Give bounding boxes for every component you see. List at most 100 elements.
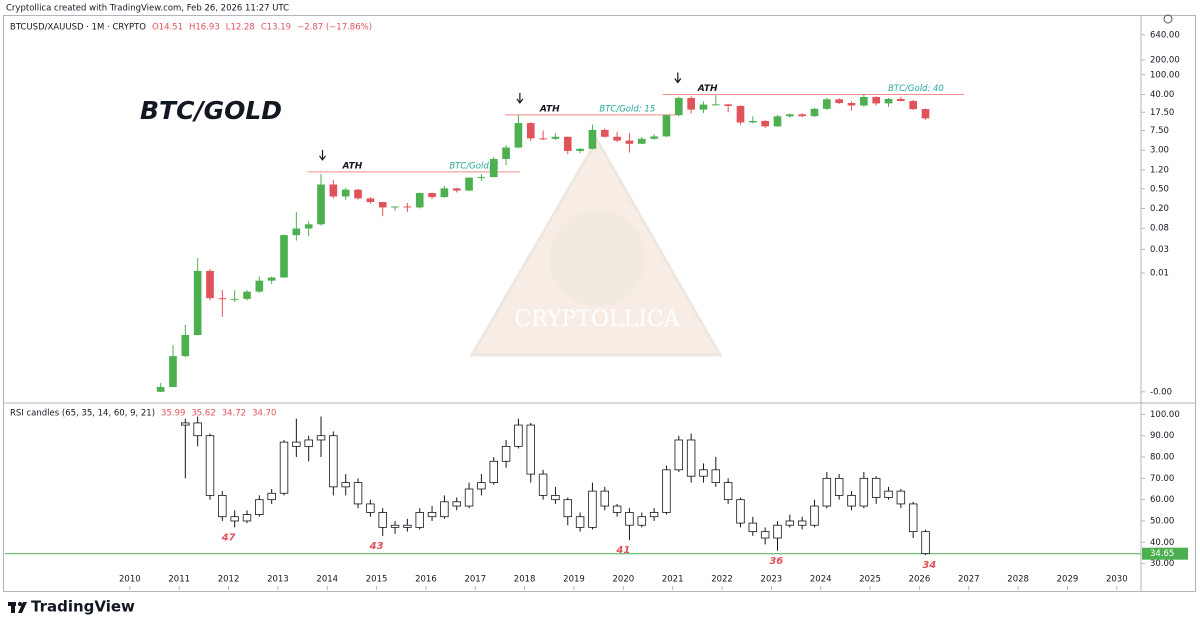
y-tick-label: -0.00 xyxy=(1150,387,1172,397)
candle-body xyxy=(834,477,844,496)
candle-body xyxy=(526,424,535,475)
x-tick-label: 2019 xyxy=(563,575,585,585)
candle-body xyxy=(613,136,621,141)
candle-body xyxy=(267,492,276,501)
candle-body xyxy=(267,277,276,281)
candle-body xyxy=(637,138,646,144)
candle-body xyxy=(280,235,288,278)
x-tick-label: 2025 xyxy=(859,575,881,585)
candle-body xyxy=(773,524,782,539)
candle-body xyxy=(366,198,375,203)
candle-body xyxy=(798,114,806,117)
x-tick-label: 2017 xyxy=(464,575,486,585)
candle-body xyxy=(477,482,486,490)
candle-body xyxy=(551,494,560,501)
ath-label: ATH xyxy=(342,161,363,171)
candle-body xyxy=(514,123,523,148)
candle-body xyxy=(612,505,622,513)
candle-body xyxy=(427,512,437,518)
x-tick-label: 2026 xyxy=(909,575,931,585)
candle-body xyxy=(625,512,634,526)
settings-icon[interactable] xyxy=(1163,14,1173,24)
candle-body xyxy=(736,499,745,524)
x-tick-label: 2022 xyxy=(711,575,733,585)
y-tick-label: 0.20 xyxy=(1150,204,1169,214)
legend-value: C13.19 xyxy=(261,23,291,33)
candle-body xyxy=(921,109,930,119)
x-tick-label: 2028 xyxy=(1007,575,1029,585)
candle-body xyxy=(649,512,659,518)
candle-body xyxy=(230,298,239,300)
y-tick-label: 30.00 xyxy=(1150,559,1174,569)
candle-body xyxy=(452,188,461,191)
candle-body xyxy=(823,99,831,109)
candle-body xyxy=(304,439,313,447)
candle-body xyxy=(884,99,893,104)
candle-body xyxy=(674,97,683,116)
y-tick-label: 17.50 xyxy=(1150,108,1174,118)
candle-body xyxy=(908,503,918,533)
y-tick-label: 0.50 xyxy=(1150,184,1169,194)
candle-body xyxy=(193,422,202,437)
candle-body xyxy=(723,482,733,501)
candle-body xyxy=(341,482,350,488)
credit: Cryptollica created with TradingView.com… xyxy=(6,4,289,14)
candle-body xyxy=(736,105,745,123)
y-tick-label: 40.00 xyxy=(1150,538,1174,548)
candle-body xyxy=(329,435,338,488)
x-tick-label: 2015 xyxy=(366,575,388,585)
chart-title: BTC/GOLD xyxy=(140,96,282,125)
candle-body xyxy=(797,520,807,526)
ath-note: BTC/Gold: 15 xyxy=(599,104,655,114)
x-tick-label: 2027 xyxy=(958,575,980,585)
candle-body xyxy=(538,473,548,496)
legend-value: 34.72 xyxy=(222,409,246,419)
candle-body xyxy=(329,184,338,197)
candle-body xyxy=(279,441,289,494)
x-tick-label: 2010 xyxy=(119,575,141,585)
candle-body xyxy=(292,228,301,236)
candle-body xyxy=(181,422,190,426)
candle-body xyxy=(464,488,474,507)
low-label: 41 xyxy=(615,545,630,556)
level-label: 34.65 xyxy=(1150,549,1174,559)
candle-body xyxy=(872,96,881,104)
x-tick-label: 2030 xyxy=(1106,575,1128,585)
footer-logo xyxy=(8,602,27,613)
symbol-label: BTCUSD/XAUUSD · 1M · CRYPTO xyxy=(10,23,146,33)
x-tick-label: 2012 xyxy=(218,575,240,585)
candle-body xyxy=(625,140,634,144)
y-tick-label: 100.00 xyxy=(1150,70,1180,80)
candle-body xyxy=(835,99,844,104)
candle-body xyxy=(218,494,227,518)
candle-body xyxy=(465,177,473,191)
candle-body xyxy=(674,439,684,471)
candle-body xyxy=(539,138,547,140)
candle-body xyxy=(748,120,757,123)
legend-value: L12.28 xyxy=(226,23,255,33)
candle-body xyxy=(773,116,782,127)
ath-arrow xyxy=(516,92,524,104)
candle-body xyxy=(896,490,906,505)
legend-value: O14.51 xyxy=(152,23,183,33)
candle-body xyxy=(526,123,535,139)
candle-body xyxy=(353,482,363,505)
ath-note: BTC/Gold: 1 xyxy=(449,161,499,171)
low-label: 47 xyxy=(221,532,236,543)
x-tick-label: 2013 xyxy=(267,575,289,585)
y-tick-label: 640.00 xyxy=(1150,30,1180,40)
legend-value: 35.62 xyxy=(191,409,215,419)
candle-body xyxy=(378,512,387,528)
candle-body xyxy=(847,103,856,106)
y-tick-label: 0.08 xyxy=(1150,224,1169,234)
y-tick-label: 0.03 xyxy=(1150,245,1169,255)
candle-body xyxy=(514,424,523,447)
level-tag xyxy=(1142,547,1188,560)
candle-body xyxy=(760,531,770,539)
candle-body xyxy=(502,147,510,159)
candle-body xyxy=(477,177,486,179)
low-label: 34 xyxy=(922,560,936,571)
y-tick-label: 50.00 xyxy=(1150,516,1174,526)
y-tick-label: 7.50 xyxy=(1150,126,1169,136)
candle-body xyxy=(551,136,560,139)
